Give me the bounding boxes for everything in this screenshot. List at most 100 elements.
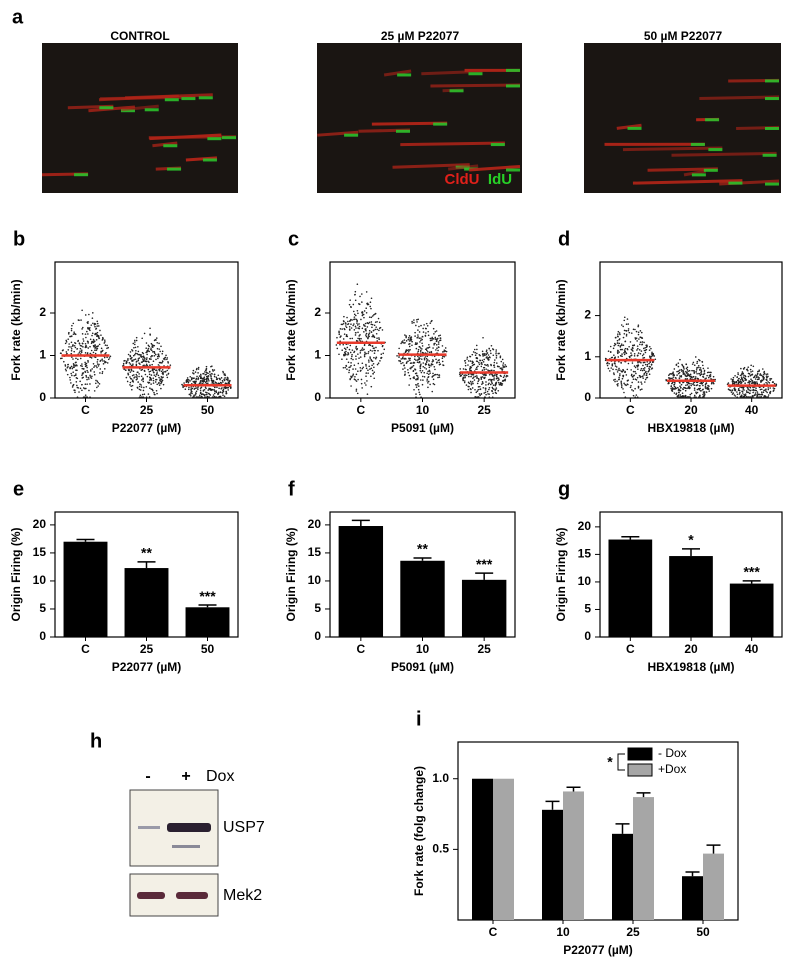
dot <box>620 380 622 382</box>
dot <box>617 351 619 353</box>
dot <box>621 353 623 355</box>
dot <box>691 376 693 378</box>
dot <box>205 369 207 371</box>
dot <box>130 363 132 365</box>
dot <box>370 324 372 326</box>
dot <box>496 355 498 357</box>
dot <box>407 369 409 371</box>
dot <box>365 330 367 332</box>
dot <box>202 378 204 380</box>
dot <box>747 370 749 372</box>
dot <box>90 376 92 378</box>
dot <box>361 387 363 389</box>
dot <box>418 326 420 328</box>
dot <box>420 368 422 370</box>
dot <box>739 392 741 394</box>
legend-swatch <box>628 748 652 760</box>
dot <box>72 371 74 373</box>
dot <box>148 351 150 353</box>
dot <box>350 365 352 367</box>
dot <box>495 374 497 376</box>
dot <box>621 370 623 372</box>
dot <box>101 358 103 360</box>
bar <box>339 526 383 637</box>
dot <box>71 350 73 352</box>
dot <box>354 329 356 331</box>
dot <box>477 380 479 382</box>
dot <box>131 349 133 351</box>
dot <box>469 383 471 385</box>
dot <box>348 372 350 374</box>
dot <box>761 393 763 395</box>
dot <box>502 364 504 366</box>
dot <box>351 327 353 329</box>
dot <box>700 390 702 392</box>
dot <box>687 370 689 372</box>
dot <box>159 362 161 364</box>
dot <box>755 387 757 389</box>
dot <box>433 338 435 340</box>
dot <box>75 333 77 335</box>
dot <box>410 378 412 380</box>
dot <box>427 387 429 389</box>
x-axis-label: P5091 (µM) <box>391 421 454 435</box>
dot <box>367 322 369 324</box>
dot <box>408 372 410 374</box>
dot <box>436 330 438 332</box>
dot <box>400 363 402 365</box>
dot <box>70 373 72 375</box>
dot <box>491 345 493 347</box>
dot <box>150 347 152 349</box>
dot <box>146 357 148 359</box>
dot <box>86 370 88 372</box>
y-axis-label: Fork rate (kb/min) <box>9 279 23 380</box>
dot <box>195 371 197 373</box>
dot <box>64 364 66 366</box>
dot <box>367 337 369 339</box>
dot <box>133 359 135 361</box>
dot <box>79 350 81 352</box>
dot <box>630 385 632 387</box>
dot <box>422 352 424 354</box>
panel-letter: c <box>288 228 299 250</box>
dot <box>212 382 214 384</box>
dot-cloud <box>60 309 111 397</box>
dot <box>355 346 357 348</box>
dot <box>134 376 136 378</box>
dot <box>496 357 498 359</box>
dot <box>650 348 652 350</box>
dot <box>409 340 411 342</box>
dot <box>766 392 768 394</box>
dot <box>646 365 648 367</box>
dot <box>417 329 419 331</box>
dot <box>671 373 673 375</box>
dot <box>741 382 743 384</box>
dot <box>743 376 745 378</box>
dot <box>701 361 703 363</box>
dot <box>640 330 642 332</box>
dot <box>642 365 644 367</box>
dot <box>643 353 645 355</box>
dot <box>108 359 110 361</box>
dot <box>81 351 83 353</box>
dot <box>151 374 153 376</box>
dot <box>641 383 643 385</box>
dot <box>636 394 638 396</box>
dot <box>622 378 624 380</box>
dot <box>477 365 479 367</box>
dot <box>415 396 417 398</box>
x-tick-label: 50 <box>696 925 710 939</box>
dot <box>618 379 620 381</box>
dot <box>500 375 502 377</box>
dot <box>355 368 357 370</box>
dot <box>728 382 730 384</box>
dot <box>472 365 474 367</box>
dot <box>442 345 444 347</box>
dot <box>129 362 131 364</box>
panel-letter: a <box>12 6 24 28</box>
dot <box>682 372 684 374</box>
dot <box>88 390 90 392</box>
dot <box>95 380 97 382</box>
dot <box>434 337 436 339</box>
